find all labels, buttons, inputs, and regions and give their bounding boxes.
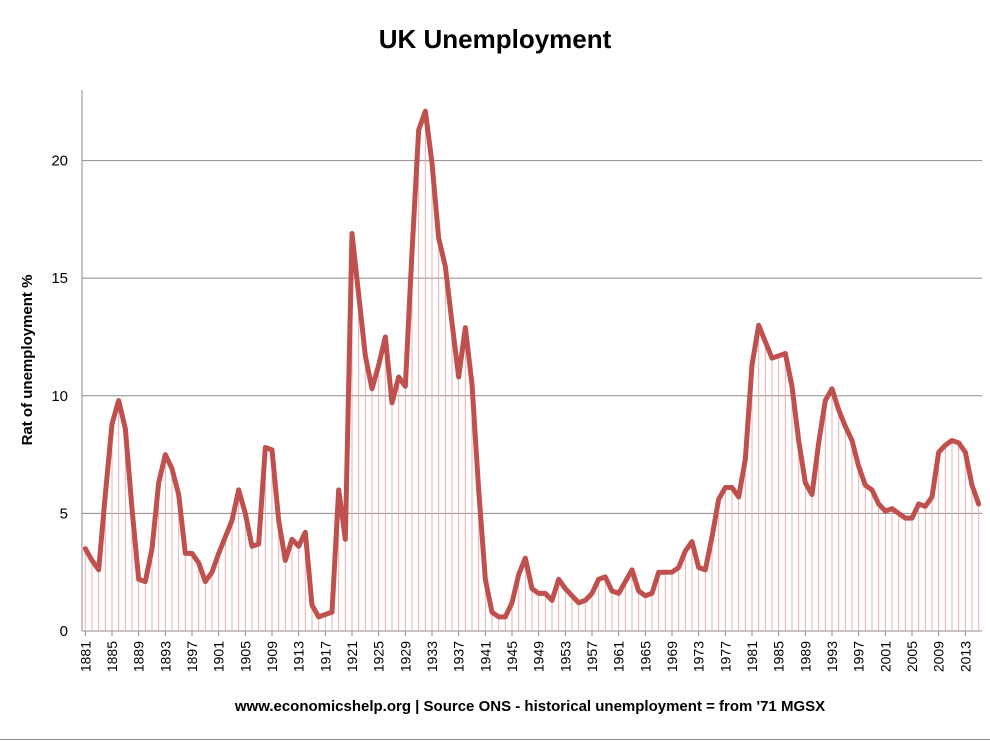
x-tick-label: 2005	[904, 641, 920, 672]
x-tick-label: 1961	[611, 641, 627, 672]
x-tick-label: 1885	[104, 641, 120, 672]
x-tick-label: 1941	[477, 641, 493, 672]
x-tick-label: 2013	[957, 641, 973, 672]
x-tick-label: 1937	[451, 641, 467, 672]
x-tick-label: 1981	[744, 641, 760, 672]
x-tick-label: 2009	[931, 641, 947, 672]
x-tick-label: 1933	[424, 641, 440, 672]
x-tick-label: 1989	[797, 641, 813, 672]
y-tick-label: 20	[51, 153, 68, 170]
chart-title: UK Unemployment	[379, 24, 612, 54]
x-tick-label: 2001	[877, 641, 893, 672]
x-tick-label: 1993	[824, 641, 840, 672]
x-tick-label: 1957	[584, 641, 600, 672]
x-tick-label: 1901	[211, 641, 227, 672]
y-tick-label: 15	[51, 270, 68, 287]
x-tick-label: 1897	[184, 641, 200, 672]
x-tick-label: 1945	[504, 641, 520, 672]
y-axis-label: Rat of unemployment %	[19, 275, 36, 446]
y-tick-label: 10	[51, 388, 68, 405]
x-tick-label: 1917	[317, 641, 333, 672]
x-tick-label: 1953	[557, 641, 573, 672]
x-tick-label: 1969	[664, 641, 680, 672]
y-tick-label: 0	[60, 623, 68, 640]
x-tick-label: 1973	[691, 641, 707, 672]
x-tick-label: 1925	[371, 641, 387, 672]
x-tick-label: 1985	[771, 641, 787, 672]
y-tick-label: 5	[60, 505, 68, 522]
x-tick-label: 1889	[131, 641, 147, 672]
x-tick-label: 1929	[397, 641, 413, 672]
x-tick-label: 1977	[717, 641, 733, 672]
data-line	[82, 108, 982, 620]
x-tick-label: 1949	[531, 641, 547, 672]
x-axis-label: www.economicshelp.org | Source ONS - his…	[234, 698, 825, 715]
x-tick-label: 1965	[637, 641, 653, 672]
x-tick-label: 1893	[157, 641, 173, 672]
x-tick-label: 1997	[851, 641, 867, 672]
x-tick-label: 1909	[264, 641, 280, 672]
x-tick-label: 1881	[77, 641, 93, 672]
x-tick-label: 1921	[344, 641, 360, 672]
x-tick-label: 1905	[237, 641, 253, 672]
x-tick-label: 1913	[291, 641, 307, 672]
